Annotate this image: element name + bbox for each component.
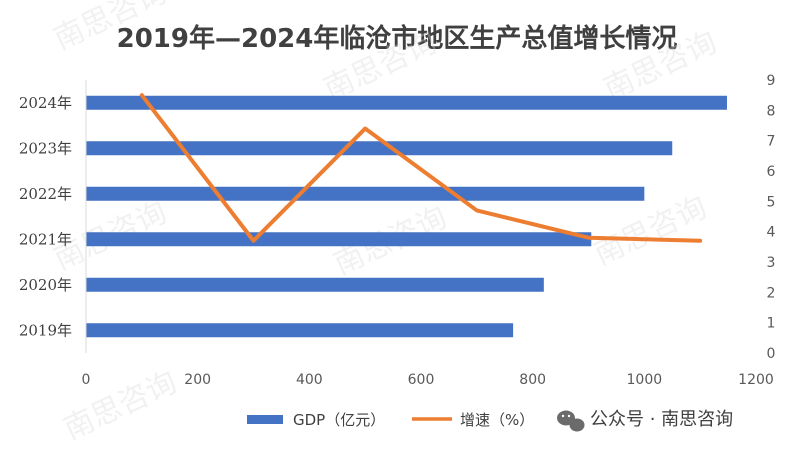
category-labels: 2019年 2020年 2021年 2022年 2023年 2024年 xyxy=(19,80,87,353)
wechat-icon xyxy=(557,410,585,432)
growth-line-path xyxy=(139,93,703,243)
secondary-tick-label: 1 xyxy=(767,316,776,332)
legend-label-growth: 增速（%） xyxy=(460,411,534,429)
category-label: 2024年 xyxy=(19,94,72,112)
category-label: 2021年 xyxy=(19,230,72,248)
gdp-bar xyxy=(86,277,544,292)
x-tick-label: 600 xyxy=(408,372,435,388)
secondary-tick-label: 7 xyxy=(767,134,776,150)
secondary-axis-ticks: 0 1 2 3 4 5 6 7 8 9 xyxy=(767,73,776,362)
legend-swatch-gdp xyxy=(247,415,283,424)
x-tick-label: 0 xyxy=(82,372,91,388)
gdp-bar xyxy=(86,323,514,338)
gdp-bar xyxy=(86,95,727,110)
source-label: 公众号 · 南思咨询 xyxy=(590,409,733,430)
gdp-bar xyxy=(86,186,645,201)
gdp-bars xyxy=(86,95,727,338)
secondary-tick-label: 0 xyxy=(767,346,776,362)
watermark-text: 南思咨询 xyxy=(589,190,713,272)
gdp-bar xyxy=(86,232,592,247)
category-label: 2020年 xyxy=(19,276,72,294)
legend: GDP（亿元） 增速（%） xyxy=(247,411,534,429)
secondary-tick-label: 2 xyxy=(767,285,776,301)
watermark-text: 南思咨询 xyxy=(59,365,183,447)
x-tick-label: 400 xyxy=(296,372,323,388)
secondary-tick-label: 4 xyxy=(767,225,776,241)
x-tick-label: 1000 xyxy=(627,372,663,388)
category-label: 2019年 xyxy=(19,321,72,339)
x-axis-ticks: 0 200 400 600 800 1000 1200 xyxy=(82,372,774,388)
category-label: 2023年 xyxy=(19,139,72,157)
legend-label-gdp: GDP（亿元） xyxy=(293,411,385,429)
gdp-bar xyxy=(86,141,673,156)
x-tick-label: 800 xyxy=(519,372,546,388)
x-tick-label: 1200 xyxy=(738,372,774,388)
watermark-layer: 南思咨询 南思咨询 南思咨询 南思咨询 南思咨询 南思咨询 南思咨询 xyxy=(49,0,723,447)
chart-title: 2019年—2024年临沧市地区生产总值增长情况 xyxy=(117,23,678,54)
source-badge: 公众号 · 南思咨询 xyxy=(557,409,733,432)
growth-line xyxy=(139,93,703,243)
secondary-tick-label: 6 xyxy=(767,164,776,180)
secondary-tick-label: 9 xyxy=(767,73,776,89)
category-label: 2022年 xyxy=(19,185,72,203)
secondary-tick-label: 3 xyxy=(767,255,776,271)
secondary-tick-label: 5 xyxy=(767,194,776,210)
x-tick-label: 200 xyxy=(184,372,211,388)
secondary-tick-label: 8 xyxy=(767,103,776,119)
